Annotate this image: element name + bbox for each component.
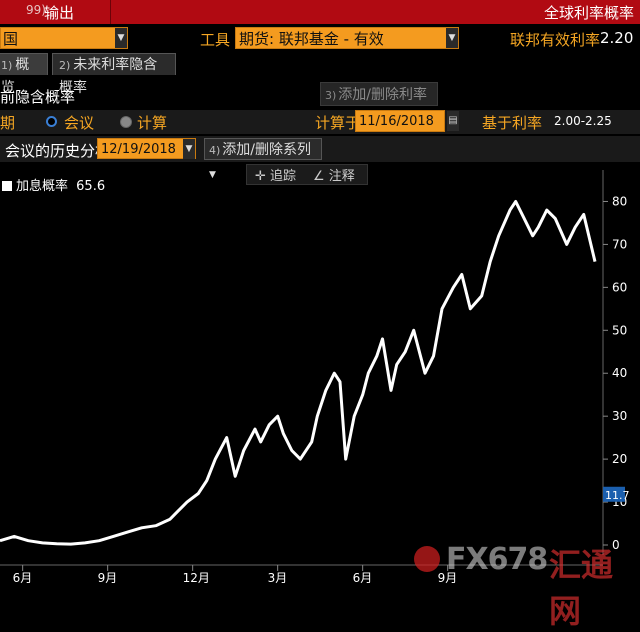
chevron-down-icon[interactable]: ▼	[115, 28, 127, 48]
x-tick-label: 6月	[353, 571, 373, 585]
watermark-chinese: 汇通网	[549, 546, 614, 630]
y-tick-label: 30	[612, 409, 627, 423]
legend-swatch	[2, 181, 12, 191]
calc-date-label: 计算于	[315, 114, 361, 132]
instrument-value: 期货: 联邦基金 - 有效	[239, 30, 384, 48]
x-tick-label: 12月	[183, 571, 210, 585]
note-button[interactable]: ∠ 注释	[313, 165, 355, 184]
title-bar: 99) 输出 全球利率概率	[0, 0, 640, 24]
window-title: 全球利率概率	[543, 4, 634, 22]
x-tick-label: 9月	[98, 571, 118, 585]
calc-date-input[interactable]: 11/16/2018	[355, 110, 445, 132]
button-number: 4)	[209, 144, 221, 157]
section-title: 前隐含概率	[0, 88, 76, 106]
last-value-marker-label: 11.7	[605, 489, 630, 502]
button-label: 添加/删除利率	[338, 87, 428, 103]
based-rate-label: 基于利率	[482, 114, 543, 132]
tab-overview[interactable]: 1) 概览	[0, 53, 48, 96]
y-tick-label: 70	[612, 237, 627, 251]
tab-number: 2)	[59, 59, 71, 72]
pencil-icon: ∠	[313, 169, 329, 184]
output-menu-number: 99)	[26, 3, 46, 17]
legend-series-name: 加息概率	[16, 179, 69, 194]
country-dropdown[interactable]: 国 ▼	[0, 27, 128, 49]
chevron-down-icon[interactable]: ▼	[183, 139, 195, 159]
button-label: 添加/删除系列	[222, 142, 312, 158]
x-tick-label: 6月	[13, 571, 33, 585]
y-tick-label: 40	[612, 366, 627, 380]
instrument-label: 工具	[200, 31, 231, 49]
tab-future-rate-probability[interactable]: 2) 未来利率隐含概率	[52, 53, 176, 96]
track-label: 追踪	[270, 169, 297, 184]
crosshair-icon: ✛	[255, 169, 271, 184]
track-button[interactable]: ✛ 追踪	[255, 165, 296, 184]
calendar-icon[interactable]: ▤	[447, 111, 459, 131]
x-tick-label: 9月	[438, 571, 458, 585]
history-date-value: 12/19/2018	[101, 142, 176, 157]
calc-radio[interactable]	[120, 116, 132, 128]
history-date-dropdown[interactable]: 12/19/2018 ▼	[97, 138, 196, 159]
meeting-radio-label: 会议	[64, 114, 95, 132]
series-line-hike-probability	[0, 200, 597, 546]
chevron-down-icon[interactable]: ▼	[446, 28, 458, 48]
x-tick-label: 3月	[268, 571, 288, 585]
based-rate-value: 2.00-2.25	[554, 114, 612, 128]
watermark-brand: FX678	[446, 542, 548, 577]
y-tick-label: 50	[612, 323, 627, 337]
output-menu-button[interactable]: 输出	[44, 4, 75, 22]
tab-number: 1)	[1, 59, 13, 72]
watermark-logo-icon	[414, 546, 440, 572]
tab-label: 未来利率隐含概率	[59, 57, 158, 96]
chevron-down-icon: ▼	[209, 170, 216, 180]
last-value-marker	[603, 486, 625, 502]
y-tick-label: 0	[612, 538, 620, 552]
period-row	[0, 110, 640, 134]
y-tick-label: 20	[612, 452, 627, 466]
legend-series-value: 65.6	[76, 179, 106, 194]
add-remove-rate-button[interactable]: 3)添加/删除利率 ▼	[320, 82, 438, 127]
tab-bar: 1) 概览 2) 未来利率隐含概率	[0, 53, 640, 96]
tab-label: 概览	[1, 57, 30, 96]
calc-radio-label: 计算	[137, 114, 168, 132]
chart-legend: 加息概率 65.6	[0, 175, 105, 194]
effective-rate-value: 2.20	[600, 29, 634, 47]
period-label: 期	[0, 114, 16, 132]
history-analysis-label: 会议的历史分析	[5, 142, 111, 160]
title-separator	[110, 0, 111, 24]
button-number: 3)	[325, 89, 337, 102]
y-tick-label: 60	[612, 280, 627, 294]
instrument-dropdown[interactable]: 期货: 联邦基金 - 有效 ▼	[235, 27, 459, 49]
effective-rate-label: 联邦有效利率	[510, 31, 601, 49]
country-value: 国	[3, 30, 19, 48]
meeting-radio[interactable]	[46, 116, 57, 127]
note-label: 注释	[328, 169, 355, 184]
chart-toolbar: ✛ 追踪 ∠ 注释	[246, 164, 368, 185]
add-remove-series-button[interactable]: 4) 添加/删除系列 ▼	[204, 138, 322, 180]
y-tick-label: 80	[612, 194, 627, 208]
